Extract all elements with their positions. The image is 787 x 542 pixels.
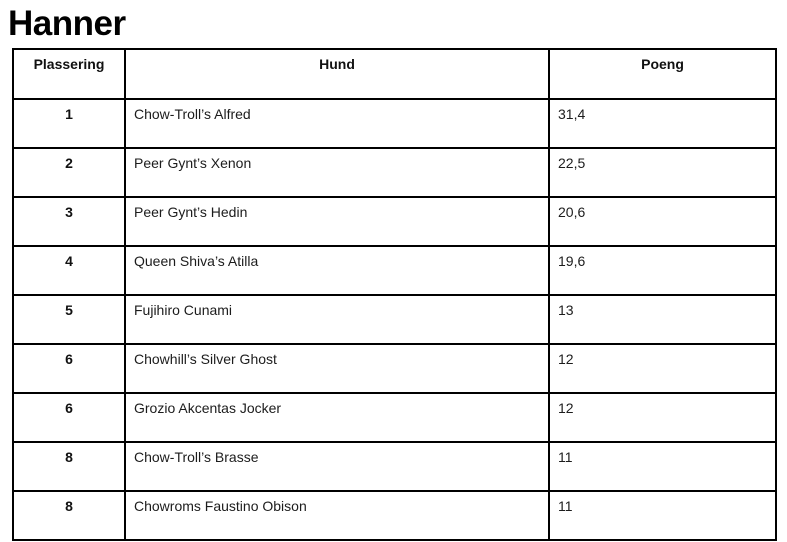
table-row: 1 Chow-Troll’s Alfred 31,4	[12, 98, 777, 149]
cell-plassering: 4	[12, 245, 126, 296]
cell-poeng: 22,5	[548, 147, 777, 198]
column-header-plassering: Plassering	[12, 48, 126, 100]
cell-hund: Chow-Troll’s Alfred	[124, 98, 550, 149]
cell-plassering: 6	[12, 343, 126, 394]
cell-plassering: 3	[12, 196, 126, 247]
cell-poeng: 11	[548, 441, 777, 492]
cell-hund: Chowroms Faustino Obison	[124, 490, 550, 541]
table-row: 3 Peer Gynt’s Hedin 20,6	[12, 196, 777, 247]
cell-plassering: 6	[12, 392, 126, 443]
cell-poeng: 11	[548, 490, 777, 541]
results-table: Plassering Hund Poeng 1 Chow-Troll’s Alfr…	[12, 48, 777, 541]
table-body: 1 Chow-Troll’s Alfred 31,4 2 Peer Gynt’s Xen…	[12, 98, 777, 541]
cell-hund: Queen Shiva’s Atilla	[124, 245, 550, 296]
cell-plassering: 8	[12, 441, 126, 492]
cell-hund: Chow-Troll’s Brasse	[124, 441, 550, 492]
table-row: 6 Grozio Akcentas Jocker 12	[12, 392, 777, 443]
column-header-hund: Hund	[124, 48, 550, 100]
cell-hund: Peer Gynt’s Hedin	[124, 196, 550, 247]
table-row: 4 Queen Shiva’s Atilla 19,6	[12, 245, 777, 296]
cell-plassering: 2	[12, 147, 126, 198]
page-title: Hanner	[8, 4, 126, 43]
table-row: 2 Peer Gynt’s Xenon 22,5	[12, 147, 777, 198]
table-row: 5 Fujihiro Cunami 13	[12, 294, 777, 345]
column-header-poeng: Poeng	[548, 48, 777, 100]
cell-hund: Chowhill’s Silver Ghost	[124, 343, 550, 394]
cell-poeng: 12	[548, 392, 777, 443]
cell-poeng: 19,6	[548, 245, 777, 296]
cell-plassering: 5	[12, 294, 126, 345]
table-header-row: Plassering Hund Poeng	[12, 48, 777, 100]
cell-plassering: 1	[12, 98, 126, 149]
cell-plassering: 8	[12, 490, 126, 541]
cell-poeng: 13	[548, 294, 777, 345]
cell-poeng: 31,4	[548, 98, 777, 149]
cell-hund: Fujihiro Cunami	[124, 294, 550, 345]
cell-poeng: 12	[548, 343, 777, 394]
table-row: 8 Chow-Troll’s Brasse 11	[12, 441, 777, 492]
table-row: 8 Chowroms Faustino Obison 11	[12, 490, 777, 541]
cell-hund: Grozio Akcentas Jocker	[124, 392, 550, 443]
table-row: 6 Chowhill’s Silver Ghost 12	[12, 343, 777, 394]
cell-hund: Peer Gynt’s Xenon	[124, 147, 550, 198]
cell-poeng: 20,6	[548, 196, 777, 247]
